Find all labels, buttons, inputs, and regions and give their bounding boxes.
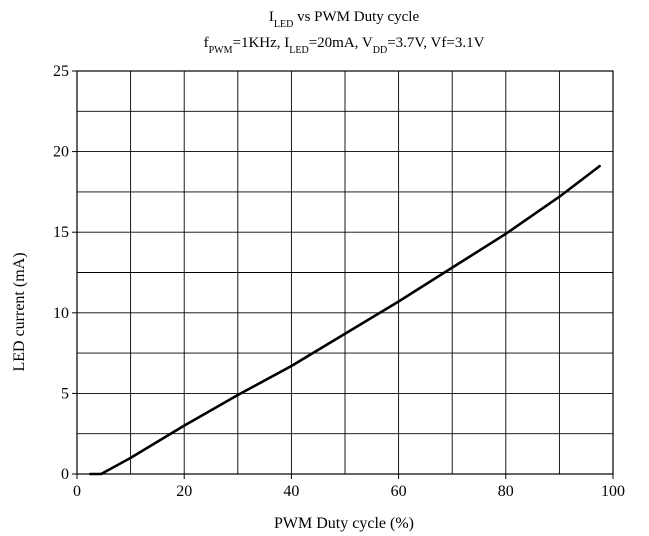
x-tick-label: 0 bbox=[73, 483, 81, 500]
y-tick-label: 5 bbox=[61, 385, 69, 402]
x-tick-label: 20 bbox=[176, 483, 192, 500]
series-line-0 bbox=[89, 164, 601, 476]
chart-title: ILED vs PWM Duty cycle bbox=[269, 9, 420, 30]
x-tick-label: 60 bbox=[391, 483, 407, 500]
y-tick-label: 20 bbox=[53, 144, 69, 161]
x-tick-label: 40 bbox=[283, 483, 299, 500]
series-layer bbox=[89, 164, 601, 476]
ticks: 0 20 40 60 80 100 0 5 10 15 20 25 bbox=[53, 63, 625, 500]
x-tick-label: 80 bbox=[498, 483, 514, 500]
y-tick-label: 25 bbox=[53, 63, 69, 80]
x-axis-label: PWM Duty cycle (%) bbox=[274, 515, 414, 532]
plot-frame bbox=[76, 70, 614, 475]
grid bbox=[77, 71, 613, 474]
x-tick-label: 100 bbox=[601, 483, 625, 500]
y-tick-label: 0 bbox=[61, 466, 69, 483]
y-tick-label: 15 bbox=[53, 224, 69, 241]
y-tick-label: 10 bbox=[53, 305, 69, 322]
y-axis-label: LED current (mA) bbox=[11, 252, 28, 371]
chart-subtitle: fPWM=1KHz, ILED=20mA, VDD=3.7V, Vf=3.1V bbox=[204, 35, 485, 56]
